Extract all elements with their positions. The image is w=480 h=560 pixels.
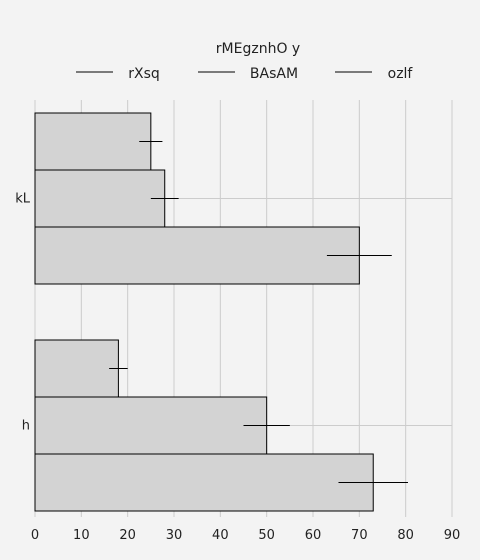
x-tick-label-1: 10 bbox=[73, 528, 90, 543]
x-axis-ticks: 0 10 20 30 40 50 60 70 80 90 bbox=[31, 528, 460, 543]
x-tick-label-2: 20 bbox=[119, 528, 136, 543]
bar-h-BAsAM bbox=[34, 396, 268, 455]
x-tick-label-9: 90 bbox=[444, 528, 461, 543]
x-tick-label-5: 50 bbox=[258, 528, 275, 543]
legend-label-1: BAsAM bbox=[250, 66, 298, 82]
x-tick-label-8: 80 bbox=[397, 528, 414, 543]
x-tick-label-0: 0 bbox=[31, 528, 39, 543]
x-tick-label-7: 70 bbox=[351, 528, 368, 543]
legend-title: rMEgznhO y bbox=[216, 41, 300, 57]
x-tick-label-4: 40 bbox=[212, 528, 229, 543]
legend: rMEgznhO y rXsq BAsAM ozlf bbox=[76, 41, 413, 82]
bar-kL-rXsq bbox=[34, 112, 152, 171]
legend-label-2: ozlf bbox=[388, 66, 414, 82]
bar-h-rXsq bbox=[34, 339, 119, 398]
category-label-0: kL bbox=[15, 192, 31, 207]
legend-label-0: rXsq bbox=[128, 66, 160, 82]
error-bars bbox=[109, 141, 408, 483]
bar-kL-BAsAM bbox=[34, 169, 166, 228]
bar-h-ozlf bbox=[34, 453, 374, 512]
category-label-1: h bbox=[22, 419, 30, 434]
x-tick-label-3: 30 bbox=[166, 528, 183, 543]
bar-kL-ozlf bbox=[34, 226, 360, 285]
bars bbox=[34, 112, 374, 512]
category-labels: kL h bbox=[15, 192, 31, 434]
x-tick-label-6: 60 bbox=[305, 528, 322, 543]
